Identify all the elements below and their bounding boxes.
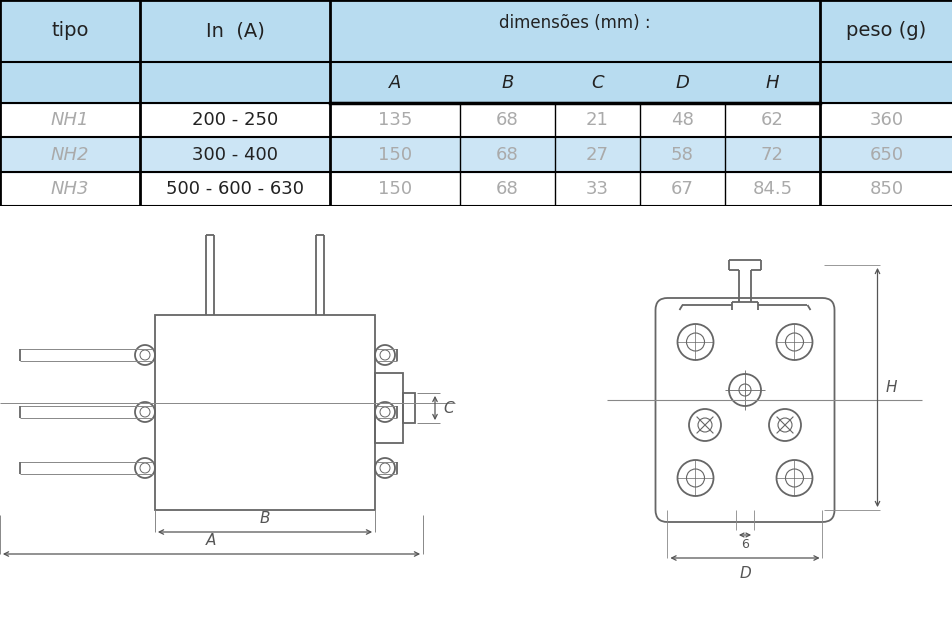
Bar — [403, 393, 414, 423]
Text: tipo: tipo — [51, 21, 89, 41]
Text: 200 - 250: 200 - 250 — [191, 111, 278, 129]
Bar — [374, 373, 403, 443]
Text: peso (g): peso (g) — [845, 21, 925, 41]
Text: A: A — [388, 74, 401, 91]
Text: NH2: NH2 — [50, 146, 89, 164]
Text: 68: 68 — [496, 111, 518, 129]
Text: C: C — [590, 74, 604, 91]
Text: 67: 67 — [670, 180, 693, 198]
Text: B: B — [260, 511, 270, 526]
Text: 135: 135 — [377, 111, 412, 129]
Text: dimensões (mm) :: dimensões (mm) : — [499, 14, 650, 32]
Text: 21: 21 — [585, 111, 608, 129]
Text: 68: 68 — [496, 146, 518, 164]
Text: 6: 6 — [741, 538, 748, 551]
Text: 360: 360 — [868, 111, 902, 129]
Text: 58: 58 — [670, 146, 693, 164]
Text: In  (A): In (A) — [206, 21, 264, 41]
Text: 850: 850 — [868, 180, 902, 198]
Text: 62: 62 — [761, 111, 783, 129]
Text: 48: 48 — [670, 111, 693, 129]
Text: 68: 68 — [496, 180, 518, 198]
Text: 33: 33 — [585, 180, 608, 198]
Text: 72: 72 — [761, 146, 783, 164]
Text: 650: 650 — [868, 146, 902, 164]
Text: 300 - 400: 300 - 400 — [191, 146, 278, 164]
Text: 500 - 600 - 630: 500 - 600 - 630 — [166, 180, 304, 198]
Text: 150: 150 — [378, 180, 411, 198]
Text: D: D — [739, 566, 750, 581]
Text: H: H — [765, 74, 779, 91]
Text: A: A — [206, 533, 216, 548]
Text: H: H — [884, 380, 896, 395]
Text: 84.5: 84.5 — [752, 180, 792, 198]
Text: B: B — [501, 74, 513, 91]
Text: NH3: NH3 — [50, 180, 89, 198]
Text: NH1: NH1 — [50, 111, 89, 129]
Bar — [155, 315, 374, 510]
Text: C: C — [443, 401, 453, 416]
Text: 150: 150 — [378, 146, 411, 164]
Text: D: D — [675, 74, 688, 91]
Text: 27: 27 — [585, 146, 608, 164]
